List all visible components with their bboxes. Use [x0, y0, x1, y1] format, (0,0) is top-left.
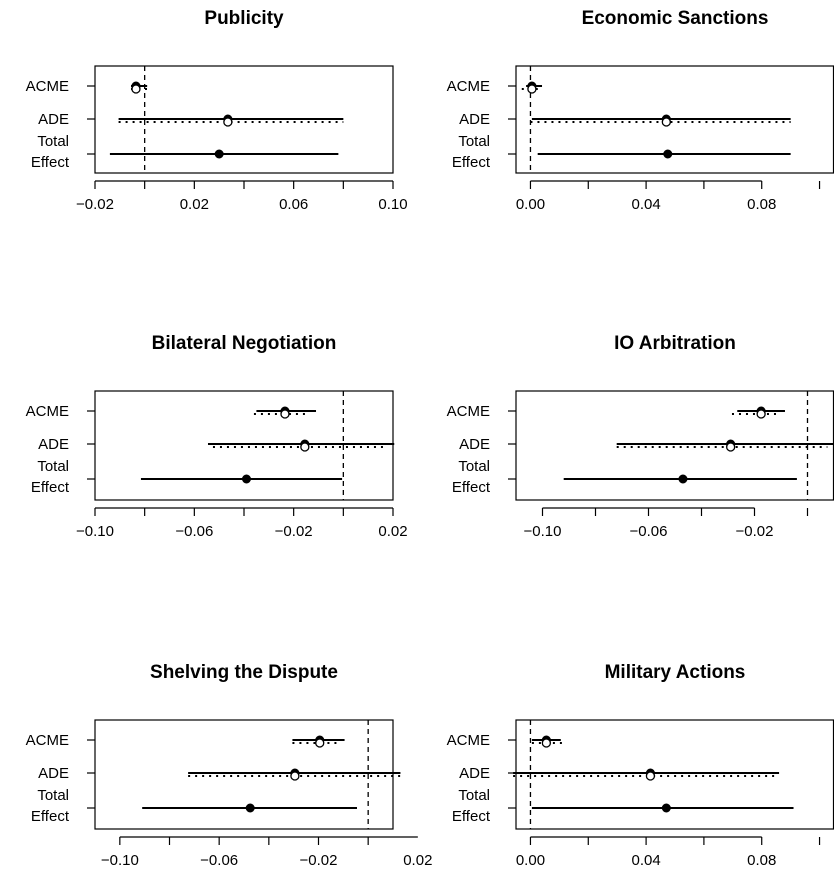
panel-2: Economic Sanctions 0.00 0.04 0.08 ACME ADE Tot… — [447, 8, 834, 213]
x-tick-label: 0.08 — [747, 196, 776, 213]
point-estimate-open — [726, 442, 736, 452]
point-estimate-open — [300, 442, 310, 452]
row-label-line: Total — [458, 787, 490, 804]
point-estimate-open — [756, 409, 766, 419]
x-tick-label: −0.10 — [524, 523, 562, 540]
row-label: ADE — [459, 436, 490, 453]
point-estimate-filled — [241, 474, 251, 484]
x-tick-label: 0.08 — [747, 852, 776, 869]
panel-5: Shelving the Dispute −0.10 −0.06 −0.02 0.02 A… — [26, 662, 433, 869]
row-label-line: Effect — [452, 808, 491, 825]
x-tick-label: 0.00 — [516, 852, 545, 869]
x-tick-label: 0.04 — [631, 852, 660, 869]
row-label-line: Total — [37, 133, 69, 150]
panel-title: IO Arbitration — [614, 333, 736, 354]
row-label-line: Total — [37, 458, 69, 475]
row-label: ADE — [38, 765, 69, 782]
point-estimate-open — [527, 84, 537, 94]
row-label: ADE — [38, 436, 69, 453]
x-tick-label: 0.02 — [180, 196, 209, 213]
point-estimate-filled — [678, 474, 688, 484]
panel-title: Economic Sanctions — [582, 8, 769, 29]
row-label-line: Effect — [31, 154, 70, 171]
point-estimate-open — [131, 84, 141, 94]
x-tick-label: −0.02 — [275, 523, 313, 540]
x-tick-label: 0.04 — [631, 196, 660, 213]
row-label: ADE — [459, 111, 490, 128]
point-estimate-filled — [214, 149, 224, 159]
x-tick-label: 0.00 — [516, 196, 545, 213]
row-label: ADE — [38, 111, 69, 128]
x-tick-label: −0.06 — [200, 852, 238, 869]
point-estimate-filled — [663, 149, 673, 159]
x-tick-label: −0.10 — [76, 523, 114, 540]
panel-title: Publicity — [204, 8, 284, 29]
panel-title: Shelving the Dispute — [150, 662, 338, 683]
row-label-line: Effect — [452, 154, 491, 171]
x-tick-label: −0.06 — [630, 523, 668, 540]
panel-1: Publicity −0.02 0.02 0.06 0.10 ACME ADE Total Ef… — [26, 8, 408, 213]
point-estimate-open — [315, 738, 325, 748]
plot-frame — [515, 390, 834, 501]
row-label-line: Total — [458, 458, 490, 475]
point-estimate-open — [290, 771, 300, 781]
row-label-line: Total — [458, 133, 490, 150]
point-estimate-open — [280, 409, 290, 419]
point-estimate-open — [645, 771, 656, 781]
point-estimate-filled — [661, 803, 671, 813]
row-label: ACME — [447, 732, 490, 749]
row-label: ACME — [26, 403, 69, 420]
row-label-line: Effect — [31, 808, 70, 825]
row-label: ADE — [459, 765, 490, 782]
x-tick-label: −0.10 — [101, 852, 139, 869]
x-tick-label: −0.02 — [300, 852, 338, 869]
point-estimate-open — [223, 117, 233, 127]
row-label-line: Effect — [452, 479, 491, 496]
panel-title: Military Actions — [605, 662, 746, 683]
point-estimate-filled — [245, 803, 255, 813]
x-tick-label: 0.06 — [279, 196, 308, 213]
x-tick-label: −0.02 — [76, 196, 114, 213]
row-label-line: Total — [37, 787, 69, 804]
point-estimate-open — [661, 117, 671, 127]
plot-frame — [94, 390, 394, 501]
x-tick-label: 0.10 — [378, 196, 407, 213]
panel-4: IO Arbitration −0.10 −0.06 −0.02 ACME ADE Tota… — [447, 333, 834, 540]
x-tick-label: 0.02 — [403, 852, 432, 869]
point-estimate-open — [541, 738, 552, 748]
row-label: ACME — [26, 732, 69, 749]
x-tick-label: −0.06 — [175, 523, 213, 540]
x-tick-label: 0.02 — [378, 523, 407, 540]
panel-3: Bilateral Negotiation −0.10 −0.06 −0.02 0.02… — [26, 333, 408, 540]
plot-frame — [515, 719, 834, 830]
plot-frame — [94, 719, 394, 830]
x-tick-label: −0.02 — [736, 523, 774, 540]
row-label-line: Effect — [31, 479, 70, 496]
row-label: ACME — [447, 403, 490, 420]
panel-title: Bilateral Negotiation — [152, 333, 337, 354]
row-label: ACME — [26, 78, 69, 95]
panel-6: Military Actions 0.00 0.04 0.08 ACME ADE Total… — [447, 662, 834, 869]
row-label: ACME — [447, 78, 490, 95]
